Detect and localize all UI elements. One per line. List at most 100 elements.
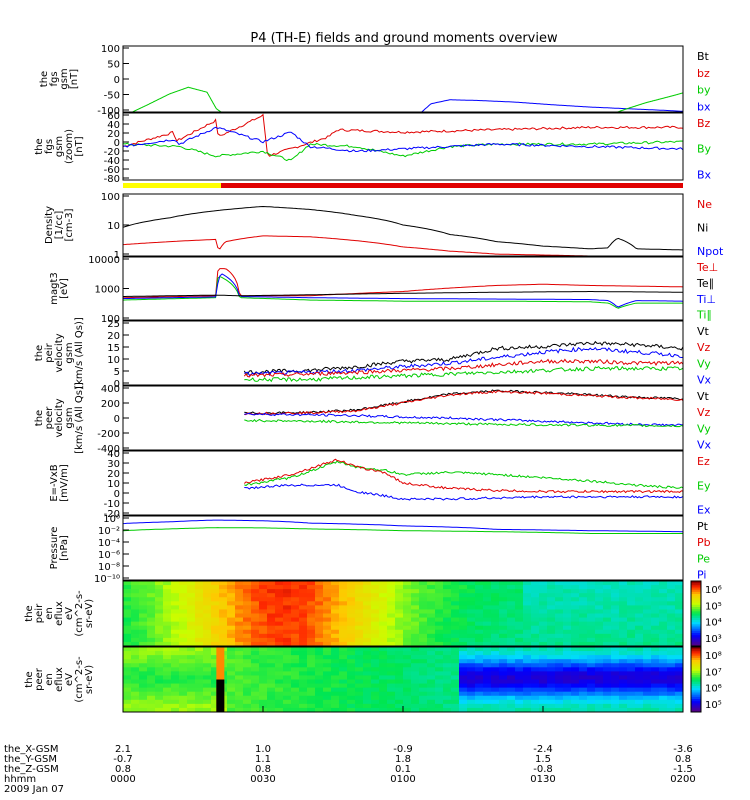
heatmap-cell bbox=[235, 683, 244, 689]
heatmap-cell bbox=[667, 687, 676, 693]
heatmap-cell bbox=[427, 589, 436, 594]
heatmap-cell bbox=[539, 613, 548, 619]
heatmap-cell bbox=[163, 691, 172, 697]
heatmap-cell bbox=[283, 601, 292, 606]
heatmap-cell bbox=[363, 659, 372, 664]
heatmap-cell bbox=[675, 585, 684, 590]
colorbar-segment bbox=[691, 690, 701, 693]
heatmap-cell bbox=[555, 703, 564, 709]
heatmap-cell bbox=[635, 671, 644, 676]
heatmap-cell bbox=[643, 687, 652, 693]
heatmap-cell bbox=[291, 589, 300, 594]
heatmap-cell bbox=[147, 581, 156, 586]
y-axis-label-line: [eV] bbox=[59, 278, 70, 299]
heatmap-cell bbox=[131, 687, 140, 693]
heatmap-cell bbox=[355, 605, 364, 610]
heatmap-cell bbox=[587, 663, 596, 668]
heatmap-cell bbox=[267, 601, 276, 606]
heatmap-cell bbox=[203, 585, 212, 590]
heatmap-cell bbox=[611, 581, 620, 586]
heatmap-cell bbox=[627, 597, 636, 602]
heatmap-cell bbox=[443, 593, 452, 598]
heatmap-cell bbox=[131, 647, 140, 652]
heatmap-cell bbox=[515, 629, 524, 635]
heatmap-cell bbox=[131, 593, 140, 598]
heatmap-cell bbox=[355, 703, 364, 709]
heatmap-cell bbox=[475, 687, 484, 693]
heatmap-cell bbox=[163, 609, 172, 614]
heatmap-cell bbox=[475, 589, 484, 594]
heatmap-cell bbox=[579, 589, 588, 594]
heatmap-cell bbox=[531, 641, 540, 647]
heatmap-cell bbox=[379, 601, 388, 606]
y-axis-label-line: E=-VxB bbox=[49, 464, 60, 501]
heatmap-cell bbox=[387, 633, 396, 639]
heatmap-cell bbox=[323, 647, 332, 652]
heatmap-cell bbox=[339, 581, 348, 586]
heatmap-cell bbox=[403, 605, 412, 610]
heatmap-cell bbox=[187, 597, 196, 602]
heatmap-cell bbox=[539, 671, 548, 676]
heatmap-cell bbox=[347, 683, 356, 689]
heatmap-cell bbox=[651, 613, 660, 619]
heatmap-cell bbox=[459, 605, 468, 610]
heatmap-cell bbox=[507, 655, 516, 660]
heatmap-cell bbox=[267, 675, 276, 680]
heatmap-cell bbox=[291, 633, 300, 639]
heatmap-cell bbox=[243, 663, 252, 668]
heatmap-cell bbox=[283, 687, 292, 693]
heatmap-cell bbox=[435, 679, 444, 685]
heatmap-cell bbox=[163, 655, 172, 660]
heatmap-cell bbox=[267, 707, 276, 713]
heatmap-cell bbox=[419, 675, 428, 680]
heatmap-cell bbox=[403, 629, 412, 635]
heatmap-cell bbox=[347, 593, 356, 598]
heatmap-cell bbox=[131, 637, 140, 643]
heatmap-cell bbox=[659, 617, 668, 623]
heatmap-cell bbox=[139, 691, 148, 697]
heatmap-cell bbox=[523, 679, 532, 685]
heatmap-cell bbox=[555, 585, 564, 590]
heatmap-cell bbox=[171, 621, 180, 627]
colorbar-segment bbox=[691, 600, 701, 604]
heatmap-cell bbox=[179, 707, 188, 713]
heatmap-cell bbox=[283, 651, 292, 656]
heatmap-cell bbox=[339, 625, 348, 631]
heatmap-cell bbox=[499, 647, 508, 652]
heatmap-cell bbox=[547, 625, 556, 631]
heatmap-cell bbox=[155, 651, 164, 656]
heatmap-cell bbox=[587, 637, 596, 643]
heatmap-cell bbox=[275, 641, 284, 647]
heatmap-cell bbox=[363, 667, 372, 672]
heatmap-cell bbox=[267, 687, 276, 693]
heatmap-cell bbox=[507, 675, 516, 680]
heatmap-cell bbox=[411, 667, 420, 672]
heatmap-cell bbox=[587, 617, 596, 623]
heatmap-cell bbox=[251, 663, 260, 668]
heatmap-cell bbox=[243, 601, 252, 606]
heatmap-cell bbox=[603, 601, 612, 606]
heatmap-cell bbox=[227, 683, 236, 689]
heatmap-cell bbox=[491, 679, 500, 685]
colorbar-segment bbox=[691, 657, 701, 661]
heatmap-cell bbox=[659, 589, 668, 594]
legend-entry: Vy bbox=[697, 357, 711, 370]
heatmap-cell bbox=[235, 651, 244, 656]
heatmap-cell bbox=[363, 691, 372, 697]
colorbar-segment bbox=[691, 660, 701, 663]
heatmap-cell bbox=[315, 601, 324, 606]
heatmap-cell bbox=[251, 621, 260, 627]
heatmap-cell bbox=[251, 699, 260, 705]
heatmap-cell bbox=[339, 593, 348, 598]
heatmap-cell bbox=[675, 675, 684, 680]
heatmap-cell bbox=[507, 625, 516, 631]
heatmap-cell bbox=[675, 671, 684, 676]
heatmap-cell bbox=[539, 667, 548, 672]
heatmap-cell bbox=[275, 651, 284, 656]
heatmap-cell bbox=[323, 675, 332, 680]
heatmap-cell bbox=[395, 613, 404, 619]
heatmap-cell bbox=[299, 671, 308, 676]
heatmap-cell bbox=[475, 625, 484, 631]
heatmap-cell bbox=[155, 679, 164, 685]
heatmap-cell bbox=[539, 679, 548, 685]
